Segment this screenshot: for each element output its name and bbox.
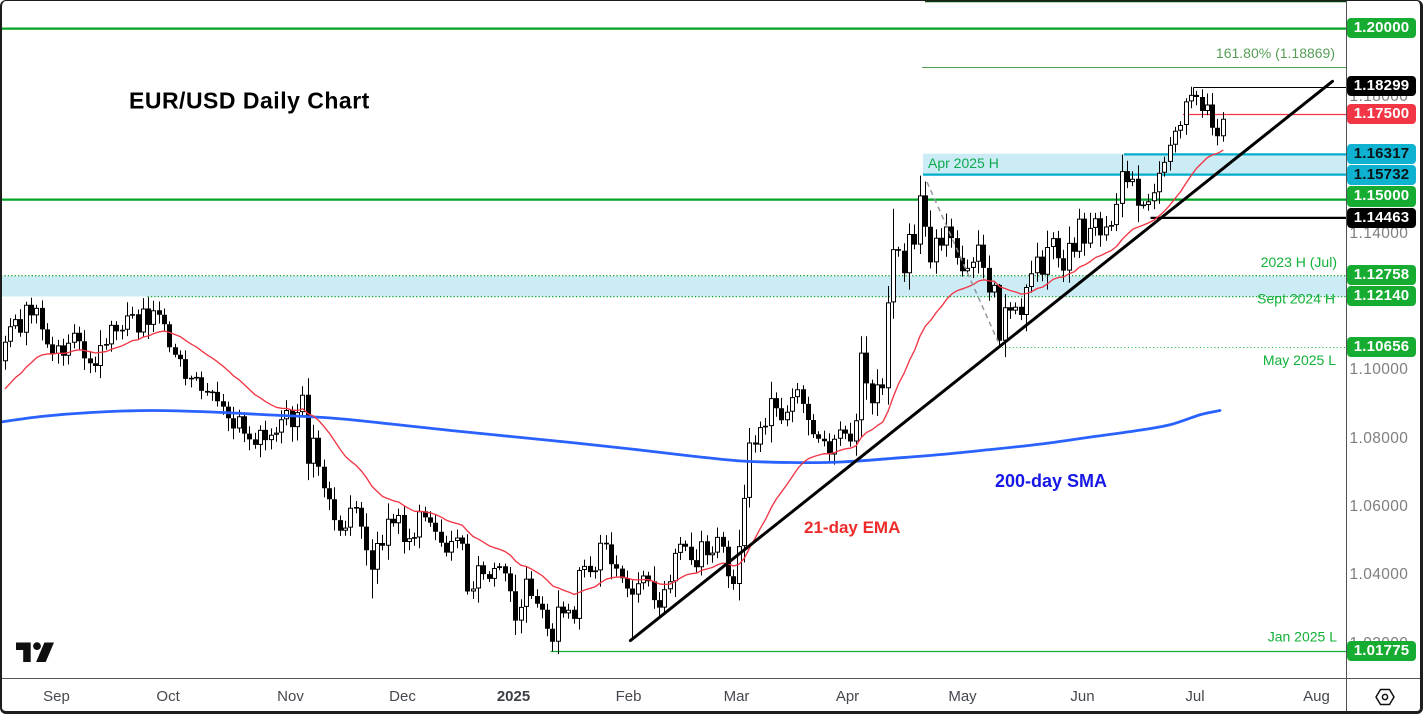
svg-text:Jan 2025 L: Jan 2025 L <box>1267 628 1336 644</box>
svg-text:2023 H (Jul): 2023 H (Jul) <box>1260 254 1336 270</box>
svg-text:Apr 2025 H: Apr 2025 H <box>928 155 999 171</box>
svg-text:200-day SMA: 200-day SMA <box>995 471 1107 491</box>
svg-text:May 2025 L: May 2025 L <box>1262 352 1335 368</box>
svg-text:Sept 2024 H: Sept 2024 H <box>1257 290 1335 306</box>
svg-text:EUR/USD Daily Chart: EUR/USD Daily Chart <box>129 87 370 113</box>
svg-text:21-day EMA: 21-day EMA <box>804 518 900 537</box>
svg-text:161.80% (1.18869): 161.80% (1.18869) <box>1215 45 1334 61</box>
